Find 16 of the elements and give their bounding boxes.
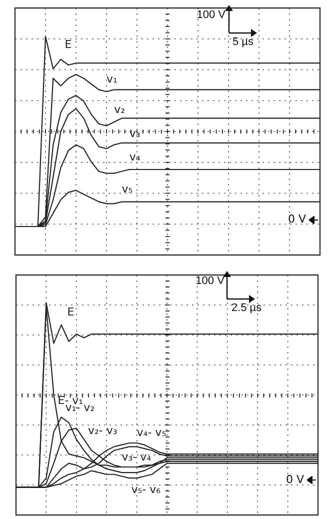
annotation: 5 µs — [232, 36, 254, 48]
series-label: v₁ — [106, 72, 118, 86]
series-label: v₃- v₄ — [122, 450, 152, 464]
series-label: E — [67, 306, 74, 319]
series-label: E — [64, 38, 72, 52]
series-label: v₅ — [122, 182, 133, 196]
series-label: v₄- v₅ — [136, 426, 166, 439]
series-label: v₂- v₃ — [88, 424, 118, 438]
annotation: 0 V — [286, 473, 304, 486]
series-label: v₂ — [114, 102, 126, 116]
annotation: 0 V — [288, 212, 306, 226]
text: 100 V — [196, 8, 226, 21]
text: 100 V — [196, 275, 224, 287]
series-label: v₅- v₆ — [131, 482, 162, 496]
annotation: 2.5 µs — [231, 302, 262, 314]
series-label: v₄ — [129, 150, 141, 164]
